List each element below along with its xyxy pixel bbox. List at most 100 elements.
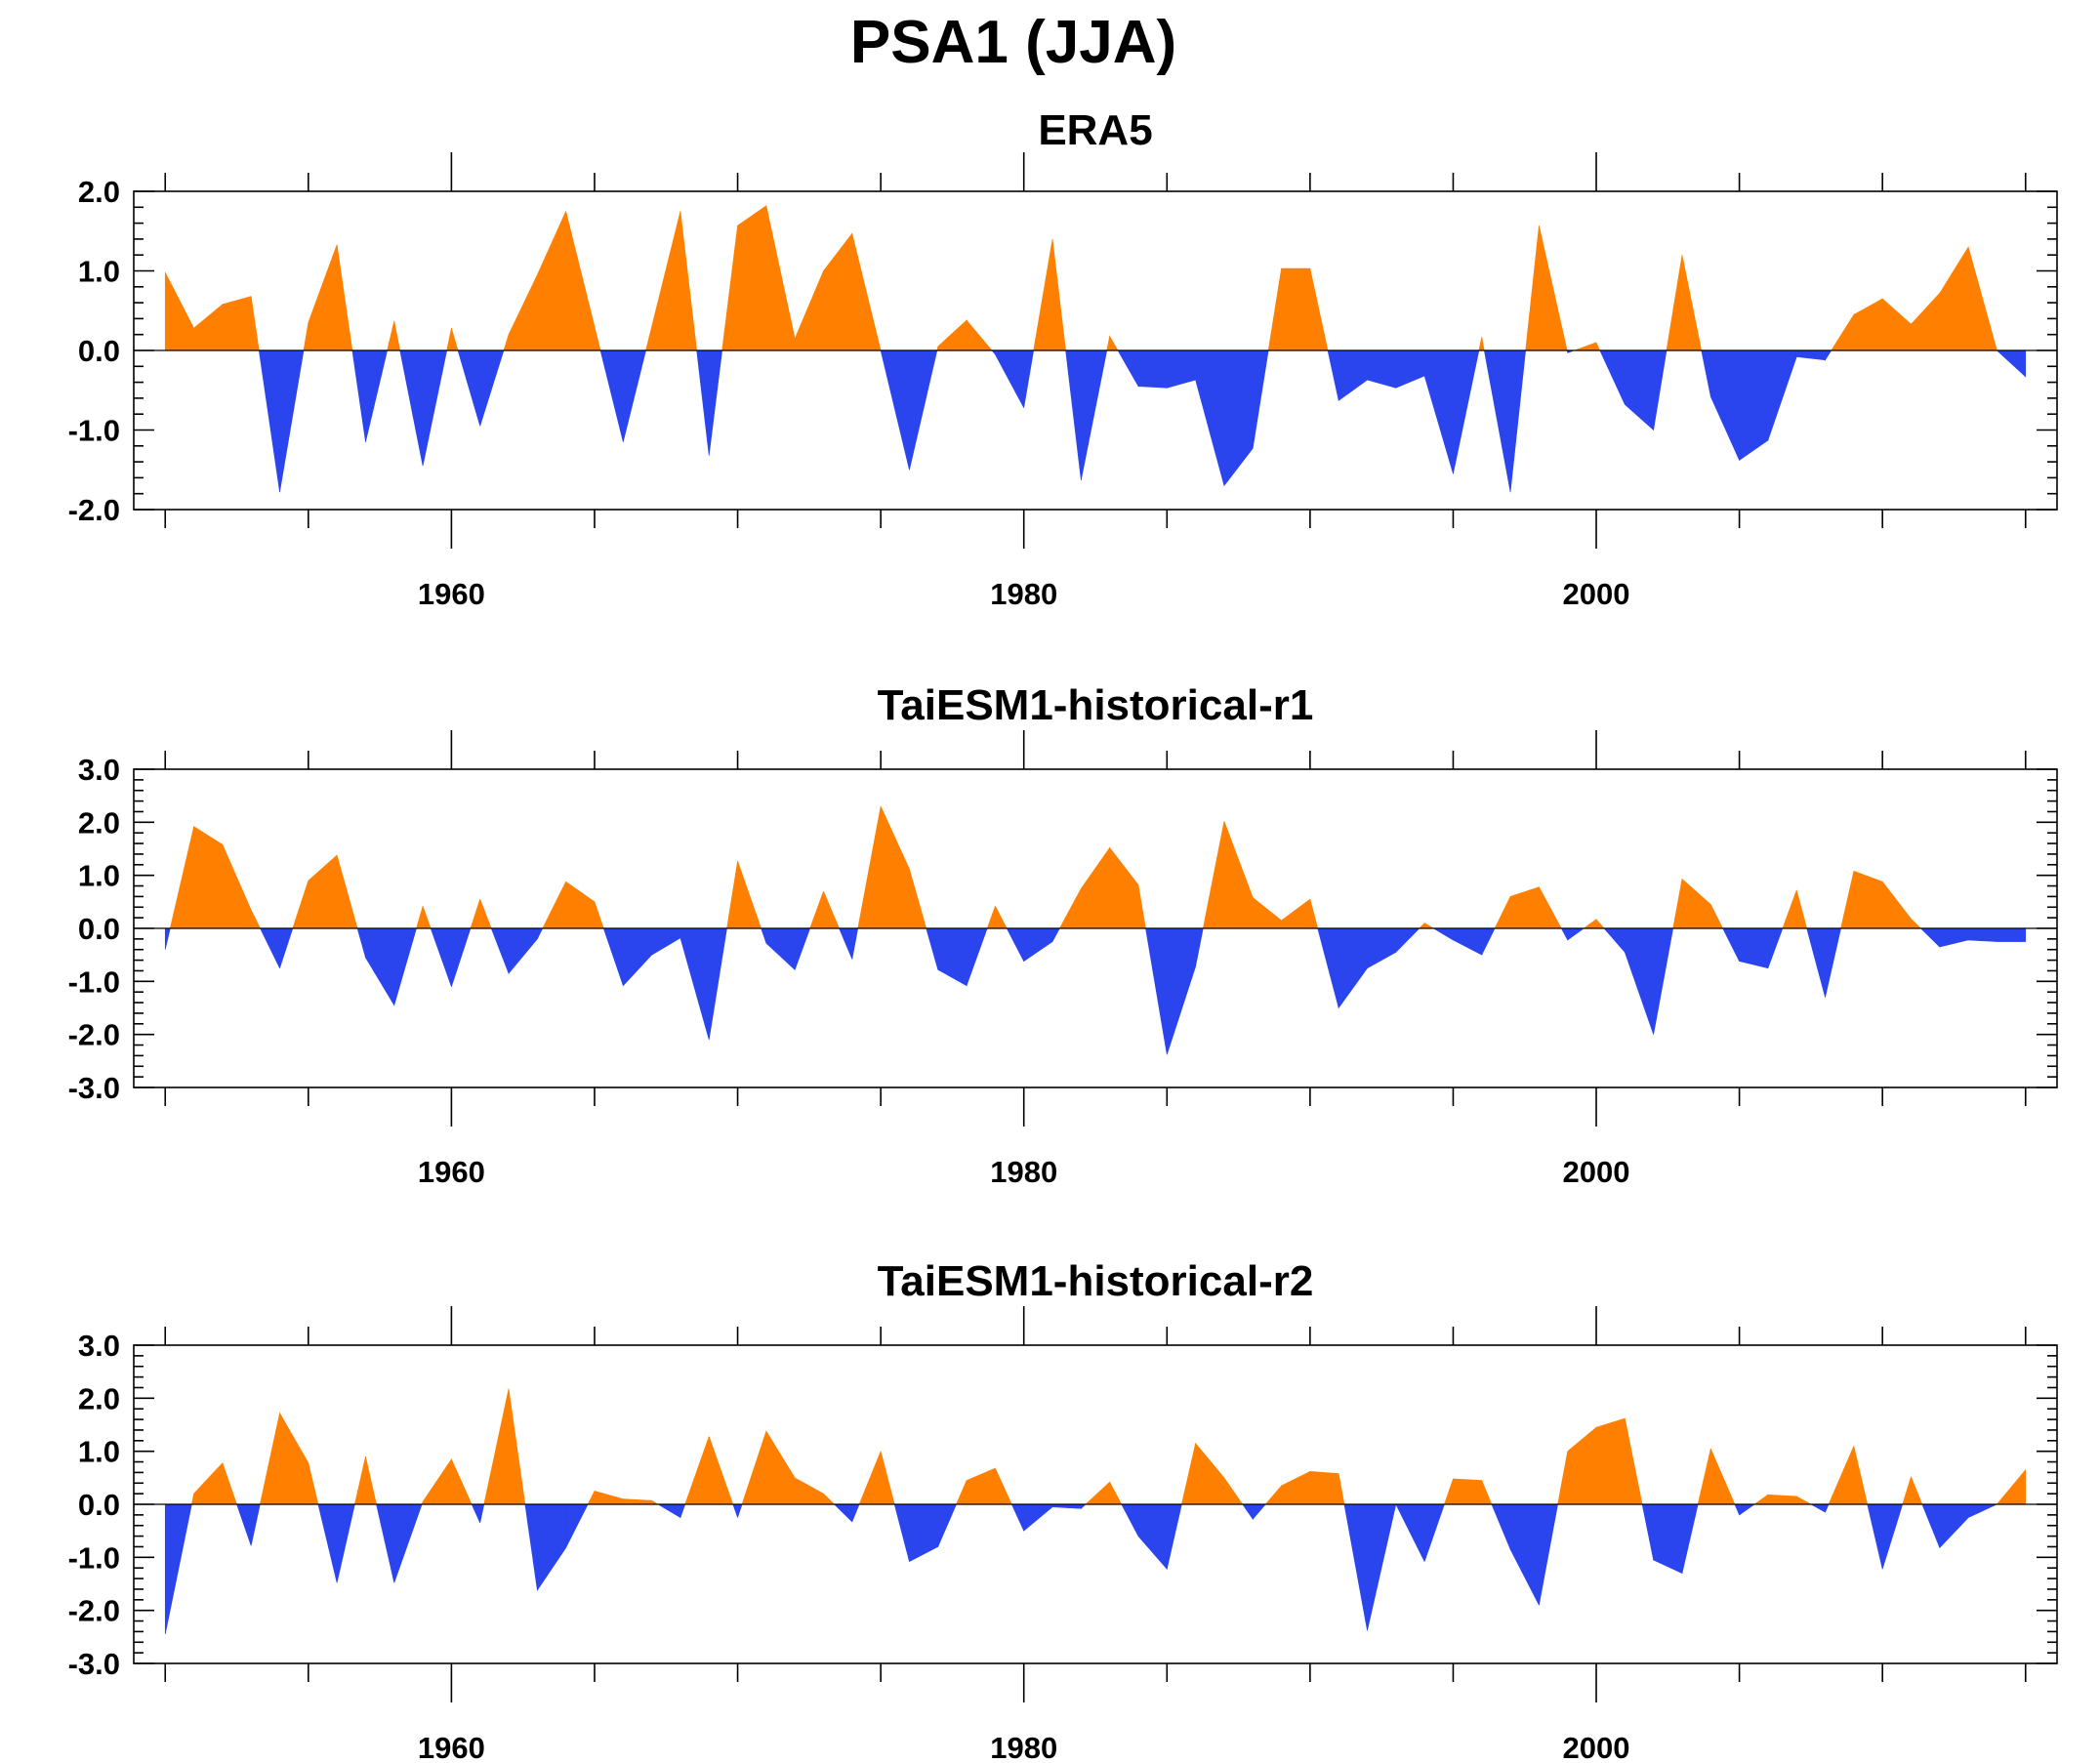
- positive-area: [1309, 1470, 1339, 1505]
- y-ticks: [134, 768, 2057, 1088]
- figure-title: PSA1 (JJA): [850, 9, 1176, 76]
- negative-area: [1701, 349, 1711, 397]
- negative-area: [365, 927, 395, 1006]
- negative-area: [679, 1503, 686, 1518]
- positive-area: [1202, 821, 1225, 929]
- negative-area: [1065, 349, 1082, 480]
- positive-area: [1574, 342, 1597, 351]
- positive-area: [1939, 245, 1969, 351]
- negative-area: [1481, 927, 1496, 956]
- negative-area: [1806, 927, 1826, 998]
- positive-area: [1539, 225, 1568, 351]
- positive-area: [794, 1477, 824, 1505]
- negative-area: [1653, 927, 1674, 1035]
- negative-area: [1625, 349, 1654, 431]
- negative-area: [1739, 1503, 1755, 1516]
- negative-area: [451, 927, 472, 987]
- negative-area: [1081, 1503, 1087, 1510]
- negative-area: [471, 1503, 481, 1524]
- negative-area: [880, 349, 910, 471]
- positive-area: [446, 328, 452, 351]
- negative-area: [1509, 349, 1526, 493]
- positive-area: [622, 1498, 652, 1505]
- negative-area: [1825, 349, 1832, 361]
- x-tick-label: 1980: [990, 577, 1057, 611]
- positive-area: [537, 211, 566, 351]
- positive-area: [1996, 1468, 2027, 1505]
- y-tick-label: 1.0: [78, 859, 120, 893]
- negative-area: [1967, 927, 1997, 942]
- positive-area: [1902, 1476, 1912, 1505]
- positive-area: [823, 232, 853, 351]
- negative-area: [1997, 927, 2027, 942]
- negative-area: [909, 1503, 939, 1563]
- area-fill: [164, 1388, 2027, 1635]
- negative-area: [893, 1503, 910, 1562]
- negative-area: [1423, 349, 1454, 474]
- positive-area: [169, 826, 194, 929]
- positive-area: [858, 1451, 882, 1505]
- negative-area: [1825, 927, 1841, 998]
- positive-area: [851, 233, 882, 351]
- positive-area: [1831, 313, 1855, 351]
- x-tick-label: 1980: [990, 1731, 1057, 1763]
- positive-area: [1509, 886, 1540, 929]
- negative-area: [1010, 1503, 1025, 1532]
- negative-area: [508, 927, 538, 975]
- positive-area: [422, 1457, 452, 1505]
- positive-area: [1767, 1494, 1797, 1505]
- negative-area: [1567, 927, 1585, 941]
- negative-area: [1252, 349, 1269, 449]
- positive-area: [1109, 846, 1139, 929]
- positive-area: [587, 1491, 596, 1505]
- positive-area: [1666, 255, 1683, 351]
- positive-area: [336, 854, 358, 929]
- positive-area: [1881, 881, 1912, 929]
- negative-area: [1338, 927, 1368, 1009]
- negative-area: [356, 927, 366, 958]
- negative-area: [317, 1503, 338, 1583]
- positive-area: [594, 901, 604, 929]
- positive-area: [956, 1480, 968, 1505]
- positive-area: [1058, 888, 1082, 929]
- positive-area: [308, 854, 338, 929]
- positive-area: [387, 320, 395, 351]
- positive-area: [1081, 846, 1110, 929]
- negative-area: [399, 349, 424, 467]
- negative-area: [1395, 1503, 1425, 1562]
- y-tick-label: 0.0: [78, 912, 120, 946]
- negative-area: [833, 1503, 853, 1523]
- negative-area: [1081, 349, 1108, 480]
- positive-area: [986, 906, 996, 929]
- positive-area: [1681, 878, 1711, 929]
- negative-area: [937, 927, 968, 987]
- positive-area: [1853, 1446, 1869, 1505]
- negative-area: [1367, 349, 1397, 389]
- positive-area: [1267, 268, 1282, 351]
- positive-area: [1223, 1476, 1244, 1505]
- negative-area: [1739, 349, 1769, 462]
- negative-area: [1395, 349, 1425, 389]
- negative-area: [679, 927, 710, 1041]
- positive-area: [645, 326, 652, 351]
- negative-area: [966, 927, 988, 986]
- negative-area: [1145, 927, 1168, 1055]
- panel-title: TaiESM1-historical-r1: [878, 681, 1314, 729]
- negative-area: [260, 927, 280, 968]
- positive-area: [1853, 298, 1883, 351]
- positive-area: [1106, 336, 1110, 351]
- positive-area: [1557, 1451, 1569, 1505]
- negative-area: [258, 349, 280, 493]
- negative-area: [1722, 927, 1740, 962]
- positive-area: [222, 296, 252, 351]
- positive-area: [937, 319, 968, 351]
- negative-area: [651, 927, 681, 956]
- positive-area: [1595, 1417, 1626, 1505]
- positive-area: [1625, 1417, 1643, 1505]
- negative-area: [1939, 927, 1969, 948]
- y-tick-label: 0.0: [78, 1488, 120, 1522]
- positive-area: [679, 211, 697, 351]
- positive-area: [1911, 918, 1922, 929]
- negative-area: [1166, 927, 1196, 1055]
- positive-area: [190, 1494, 194, 1505]
